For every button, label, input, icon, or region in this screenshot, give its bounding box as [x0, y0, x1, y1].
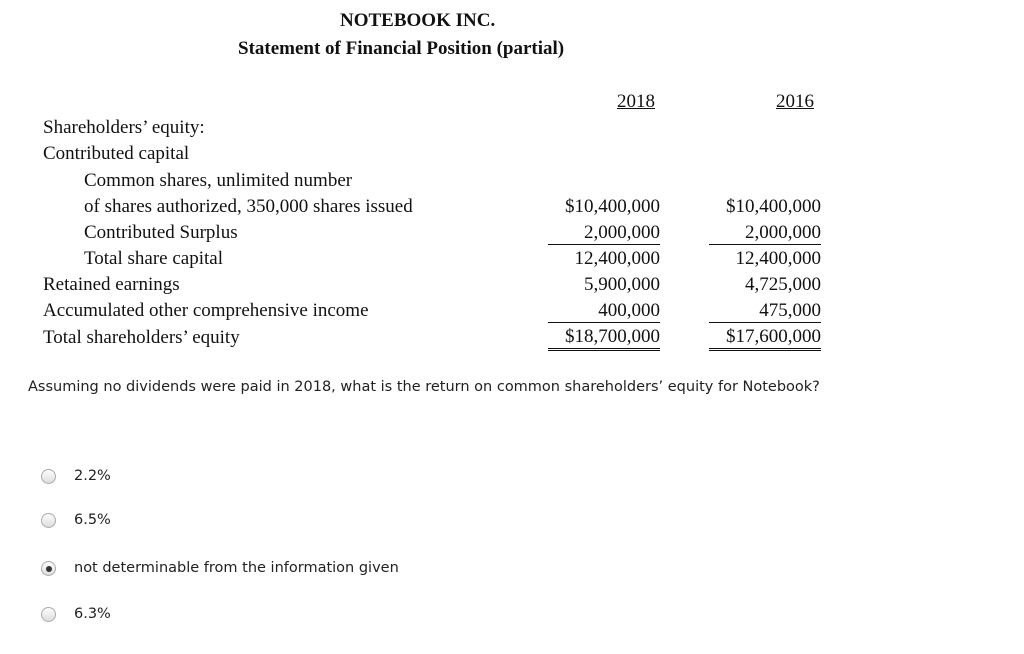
option-label[interactable]: 6.5%	[74, 512, 111, 528]
row-label: Total shareholders’ equity	[43, 327, 240, 348]
option-label[interactable]: 6.3%	[74, 606, 111, 622]
year-header-2016: 2016	[776, 91, 814, 112]
row-label: Common shares, unlimited number	[84, 170, 353, 191]
total-2018: $18,700,000	[548, 326, 660, 351]
value-2018: $10,400,000	[565, 196, 660, 217]
option-label[interactable]: not determinable from the information gi…	[74, 560, 399, 576]
row-label: Shareholders’ equity:	[43, 117, 205, 138]
row-label: of shares authorized, 350,000 shares iss…	[84, 196, 413, 217]
value-2016: 12,400,000	[735, 248, 822, 269]
value-2016: 475,000	[709, 300, 821, 323]
value-2018: 400,000	[548, 300, 660, 323]
company-name: NOTEBOOK INC.	[340, 10, 496, 31]
row-label: Retained earnings	[43, 274, 180, 295]
row-label: Total share capital	[84, 248, 223, 269]
value-2018: 5,900,000	[584, 274, 660, 295]
statement-title: Statement of Financial Position (partial…	[238, 38, 565, 59]
radio-button[interactable]	[41, 607, 56, 622]
radio-button-selected[interactable]	[41, 561, 56, 576]
year-header-2018: 2018	[617, 91, 655, 112]
value-2018: 12,400,000	[574, 248, 661, 269]
value-2016: $10,400,000	[726, 196, 821, 217]
value-2016: 4,725,000	[745, 274, 821, 295]
option-label[interactable]: 2.2%	[74, 468, 111, 484]
radio-button[interactable]	[41, 513, 56, 528]
value-2016: 2,000,000	[709, 222, 821, 245]
question-text: Assuming no dividends were paid in 2018,…	[28, 379, 820, 395]
row-label: Contributed Surplus	[84, 222, 238, 243]
radio-button[interactable]	[41, 469, 56, 484]
value-2018: 2,000,000	[548, 222, 660, 245]
total-2016: $17,600,000	[709, 326, 821, 351]
row-label: Accumulated other comprehensive income	[43, 300, 369, 321]
row-label: Contributed capital	[43, 143, 190, 164]
